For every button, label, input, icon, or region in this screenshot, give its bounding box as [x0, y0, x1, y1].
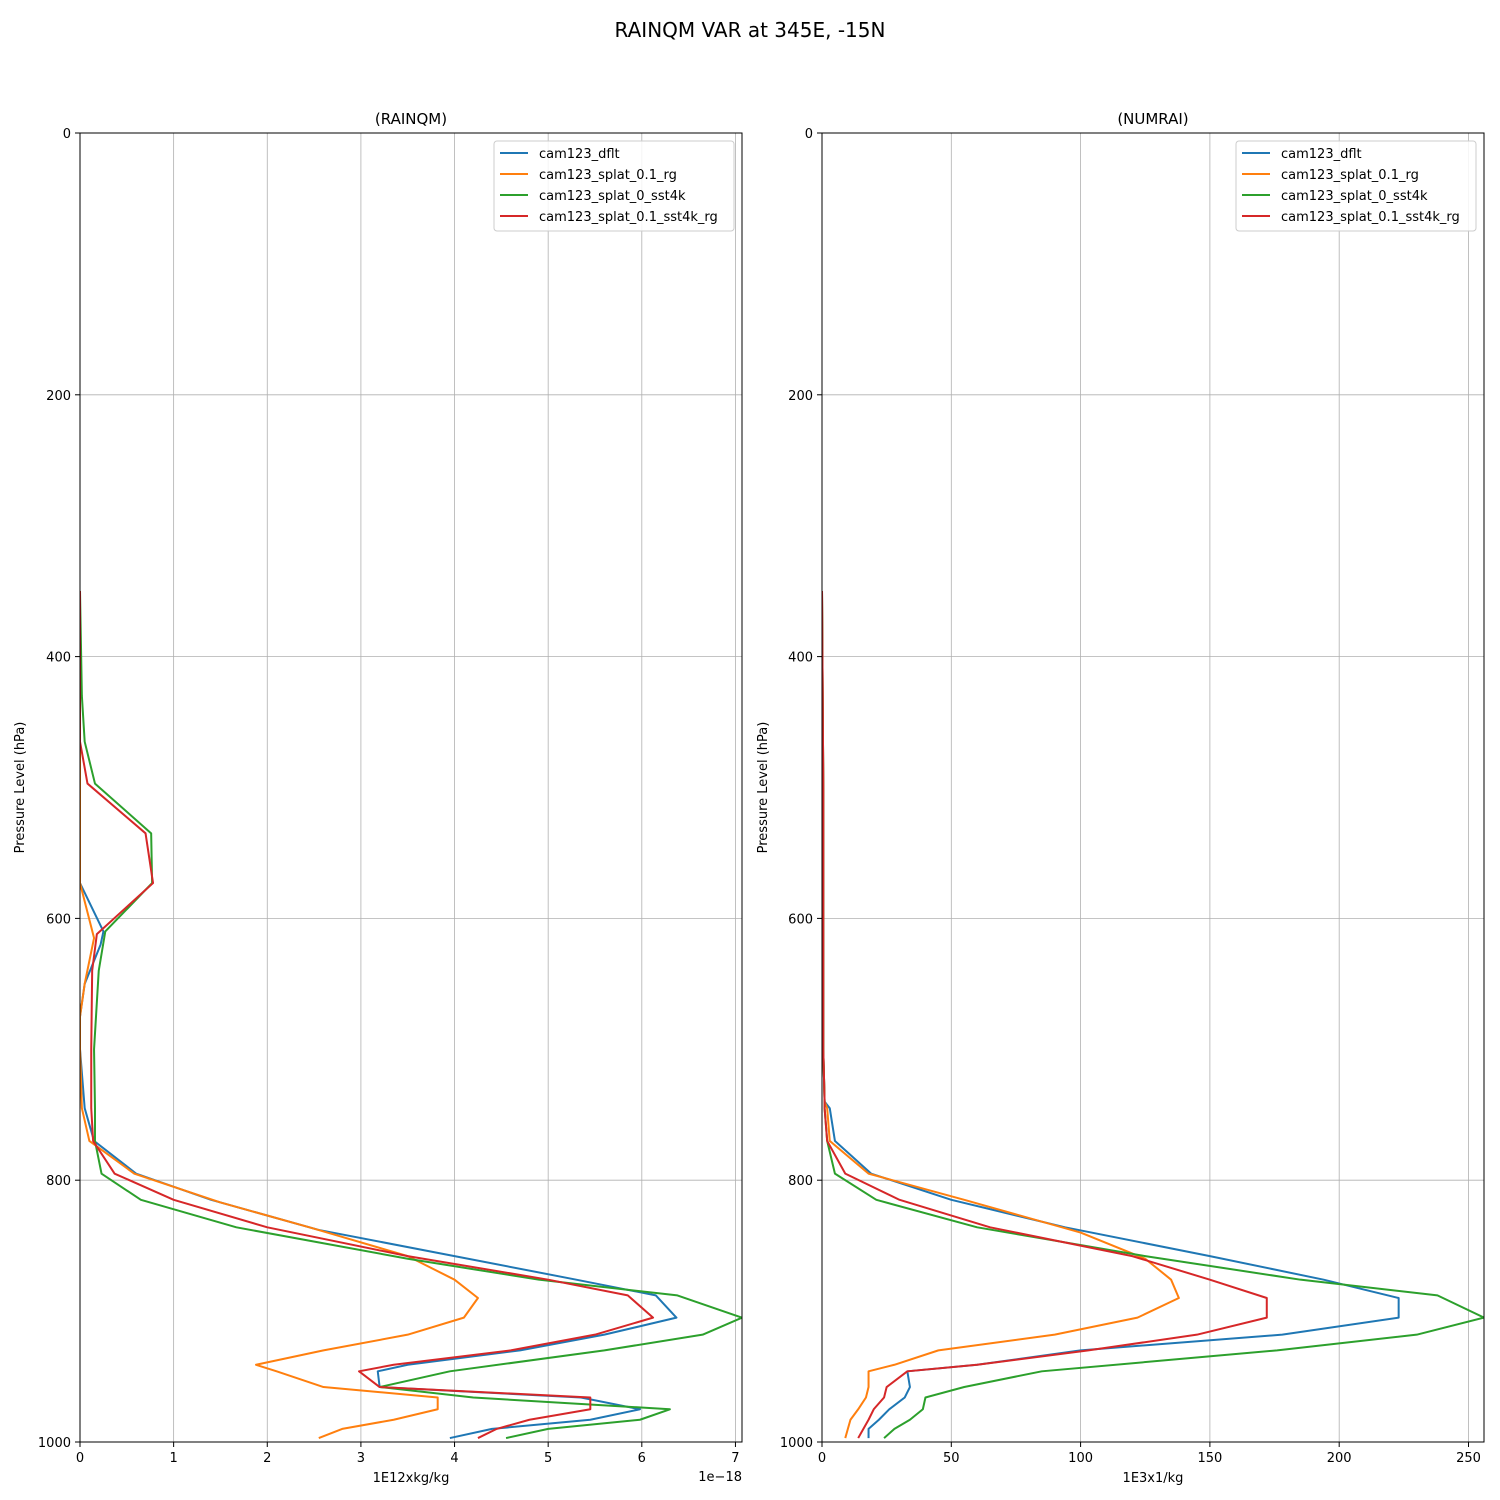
- x-tick-label: 7: [731, 1451, 739, 1466]
- legend-label-0: cam123_dflt: [539, 147, 620, 162]
- legend-box: [1235, 140, 1477, 232]
- axes-frame: [79, 132, 743, 1443]
- y-tick-label: 600: [788, 912, 813, 927]
- x-tick-label: 2: [263, 1451, 271, 1466]
- y-tick-label: 1000: [38, 1436, 71, 1451]
- x-offset-text: 1e−18: [698, 1470, 742, 1485]
- x-tick-label: 250: [1456, 1451, 1481, 1466]
- series-group: [80, 591, 742, 1440]
- legend-label-1: cam123_splat_0.1_rg: [1281, 168, 1419, 183]
- x-axis-label: 1E12xkg/kg: [373, 1471, 450, 1486]
- y-tick-label: 600: [46, 912, 71, 927]
- y-tick-label: 0: [63, 127, 71, 142]
- legend-label-3: cam123_splat_0.1_sst4k_rg: [539, 210, 718, 225]
- y-axis-label: Pressure Level (hPa): [756, 722, 771, 854]
- figure-suptitle: RAINQM VAR at 345E, -15N: [615, 18, 886, 42]
- legend-label-0: cam123_dflt: [1281, 147, 1362, 162]
- y-tick-label: 0: [805, 127, 813, 142]
- y-tick-label: 800: [46, 1174, 71, 1189]
- legend-label-2: cam123_splat_0_sst4k: [539, 189, 686, 204]
- series-line-2: [80, 591, 742, 1440]
- numrai-panel: 0 50 100 150 200 250 0 200 400 600 800 1000 (NUMRAI)…: [756, 110, 1485, 1486]
- y-tick-label: 200: [788, 389, 813, 404]
- series-line-0: [822, 591, 1400, 1439]
- legend-box: [493, 140, 735, 232]
- x-tick-label: 5: [544, 1451, 552, 1466]
- y-tick-label: 400: [788, 651, 813, 666]
- legend-label-2: cam123_splat_0_sst4k: [1281, 189, 1428, 204]
- y-tick-label: 200: [46, 389, 71, 404]
- x-tick-label: 150: [1197, 1451, 1222, 1466]
- legend-label-1: cam123_splat_0.1_rg: [539, 168, 677, 183]
- legend-label-3: cam123_splat_0.1_sst4k_rg: [1281, 210, 1460, 225]
- rainqm-panel: 0 1 2 3 4 5 6 7 0 200 400 600 800 1000 (RAINQM) 1E12xkg…: [13, 110, 743, 1486]
- x-tick-label: 0: [76, 1451, 84, 1466]
- axes-frame: [821, 132, 1485, 1443]
- series-line-3: [822, 591, 1268, 1439]
- x-tick-label: 4: [450, 1451, 458, 1466]
- legend: cam123_dflt cam123_splat_0.1_rg cam123_spl…: [1235, 140, 1477, 232]
- y-tick-label: 400: [46, 651, 71, 666]
- series-group: [822, 591, 1484, 1439]
- y-tick-label: 1000: [780, 1436, 813, 1451]
- x-axis-label: 1E3x1/kg: [1123, 1471, 1184, 1486]
- axes-title: (NUMRAI): [1117, 110, 1188, 128]
- x-tick-label: 0: [818, 1451, 826, 1466]
- ticks: 0 50 100 150 200 250 0 200 400 600 800 1000: [780, 127, 1481, 1466]
- x-tick-label: 1: [169, 1451, 177, 1466]
- x-tick-label: 3: [357, 1451, 365, 1466]
- x-tick-label: 50: [943, 1451, 960, 1466]
- series-line-1: [80, 591, 479, 1440]
- x-tick-label: 6: [638, 1451, 646, 1466]
- x-tick-label: 200: [1327, 1451, 1352, 1466]
- series-line-1: [822, 591, 1180, 1439]
- x-tick-label: 100: [1068, 1451, 1093, 1466]
- series-line-3: [80, 591, 655, 1439]
- y-tick-label: 800: [788, 1174, 813, 1189]
- y-axis-label: Pressure Level (hPa): [13, 722, 28, 854]
- legend: cam123_dflt cam123_splat_0.1_rg cam123_spl…: [493, 140, 735, 232]
- axes-title: (RAINQM): [375, 110, 447, 128]
- ticks: 0 1 2 3 4 5 6 7 0 200 400 600 800 1000: [38, 127, 740, 1466]
